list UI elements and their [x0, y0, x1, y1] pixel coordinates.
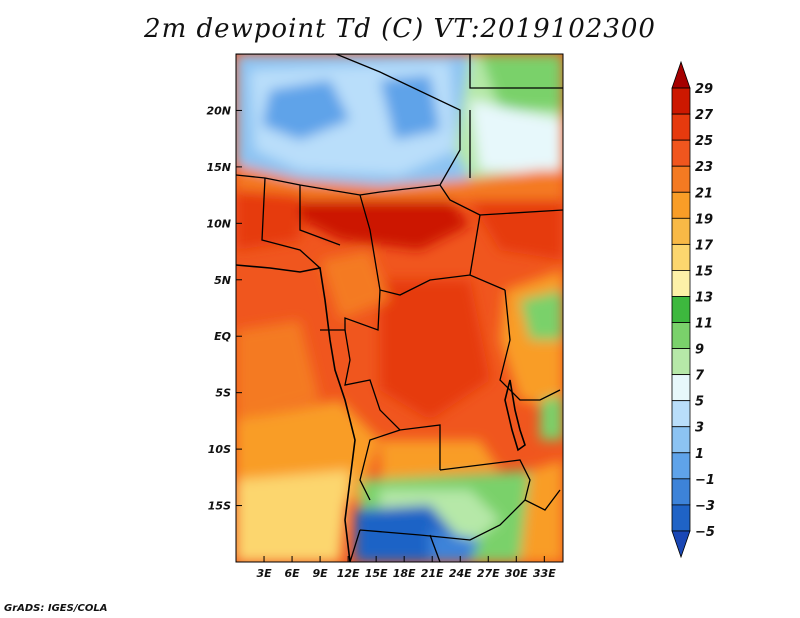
colorbar-swatch [671, 139, 691, 167]
colorbar-swatch [671, 113, 691, 141]
colorbar-swatch [671, 217, 691, 245]
chart-title: 2m dewpoint Td (C) VT:2019102300 [144, 14, 656, 44]
coastline [236, 264, 356, 562]
colorbar-label: 9 [695, 343, 704, 358]
colorbar-label: 25 [695, 134, 713, 149]
x-tick-label: 15E [365, 567, 388, 580]
cameroon-orange [320, 250, 390, 320]
colorbar-swatch [671, 270, 691, 297]
east-highlands-green [520, 290, 563, 340]
sudan-green-north [480, 54, 563, 110]
colorbar-swatch [671, 452, 691, 480]
colorbar-label: 1 [695, 447, 704, 462]
colorbar-swatch [671, 165, 691, 193]
colorbar-swatch [671, 87, 691, 115]
colorbar-label: −3 [695, 499, 715, 514]
colorbar-swatch [671, 296, 691, 323]
sahara-very-dry-west [262, 80, 350, 140]
colorbar-swatch [671, 60, 691, 89]
west-central-red-core [300, 200, 470, 250]
sahel-band [236, 165, 563, 200]
colorbar-swatch [671, 191, 691, 219]
y-tick-label: 5N [214, 274, 231, 287]
east-red [470, 200, 563, 260]
west-africa-red [236, 190, 300, 250]
colorbar-swatch [671, 478, 691, 506]
x-tick-label: 24E [449, 567, 472, 580]
credit-text: GrADS: IGES/COLA [4, 603, 108, 614]
x-tick-label: 27E [477, 567, 500, 580]
y-tick-label: 15N [206, 161, 231, 174]
colorbar-label: 29 [695, 82, 713, 97]
x-tick-label: 3E [256, 567, 272, 580]
namibia-yellow [236, 470, 350, 562]
colorbar-label: 11 [695, 317, 713, 332]
atlantic-orange [236, 320, 320, 420]
colorbar-swatch [671, 530, 691, 559]
colorbar-swatch [671, 400, 691, 428]
sudan-pale-band [470, 100, 563, 175]
colorbar-swatch [671, 243, 691, 271]
colorbar-swatch [671, 322, 691, 349]
y-tick-label: 10N [206, 217, 231, 230]
x-tick-label: 33E [533, 567, 556, 580]
x-tick-label: 6E [284, 567, 300, 580]
colorbar-label: 21 [695, 186, 713, 201]
colorbar-label: 19 [695, 212, 713, 227]
colorbar-swatch [671, 504, 691, 532]
colorbar-label: 13 [695, 290, 713, 305]
colorbar-label: 5 [695, 395, 704, 410]
colorbar-label: 15 [695, 264, 713, 279]
congo-basin-red [380, 280, 490, 420]
country-borders [236, 54, 563, 562]
map-field [236, 54, 563, 562]
kalahari-dry-east [430, 530, 480, 562]
x-tick-label: 30E [505, 567, 528, 580]
colorbar-swatch [671, 426, 691, 454]
colorbar-label: 3 [695, 421, 704, 436]
colorbar-label: 27 [695, 108, 714, 123]
lake-region-green [540, 395, 563, 440]
x-tick-label: 18E [393, 567, 416, 580]
x-tick-label: 12E [337, 567, 360, 580]
y-tick-label: 20N [206, 104, 231, 117]
y-tick-label: 5S [215, 387, 231, 400]
colorbar: 29 27 25 23 21 19 17 15 13 11 9 7 5 3 1 −1 −3 −5 [671, 60, 715, 559]
y-tick-label: EQ [214, 330, 231, 343]
y-tick-label: 15S [208, 500, 231, 513]
x-tick-label: 21E [421, 567, 444, 580]
map-frame [235, 53, 564, 563]
colorbar-label: −5 [695, 525, 715, 540]
colorbar-swatch [671, 374, 691, 402]
colorbar-swatch [671, 348, 691, 376]
y-tick-label: 10S [208, 443, 231, 456]
y-axis: 20N 15N 10N 5N EQ 5S 10S 15S [206, 104, 242, 513]
sahara-very-dry-east [380, 75, 440, 140]
x-tick-label: 9E [312, 567, 328, 580]
colorbar-label: 7 [695, 369, 705, 384]
colorbar-label: 17 [695, 238, 714, 253]
lake-tanganyika [504, 379, 526, 452]
x-axis: 3E 6E 9E 12E 15E 18E 21E 24E 27E 30E 33E [256, 556, 556, 580]
colorbar-label: −1 [695, 473, 715, 488]
colorbar-label: 23 [695, 160, 713, 175]
mozambique-orange [520, 460, 563, 562]
